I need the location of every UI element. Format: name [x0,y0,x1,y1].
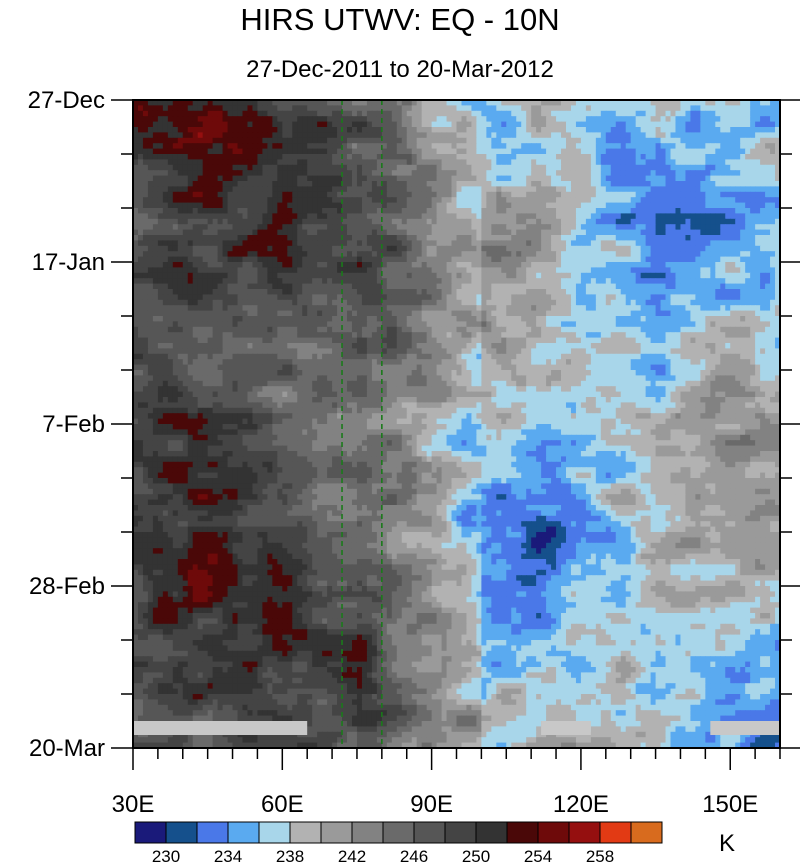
colorbar-swatch [507,822,538,843]
colorbar-label: 238 [276,847,304,863]
x-tick-label: 150E [702,791,758,818]
colorbar-label: 230 [152,847,180,863]
colorbar-swatch [476,822,507,843]
colorbar-swatch [290,822,321,843]
colorbar-swatch [383,822,414,843]
y-tick-label: 7-Feb [42,411,105,438]
y-tick-label: 20-Mar [29,735,105,762]
colorbar-swatch [414,822,445,843]
y-tick-label: 17-Jan [32,249,105,276]
colorbar-swatch [631,822,662,843]
colorbar-swatch [445,822,476,843]
contour-field [133,100,781,749]
x-axis: 30E 60E 90E 120E 150E [112,748,780,818]
colorbar-label: 258 [586,847,614,863]
colorbar-swatch [166,822,197,843]
colorbar-label: 242 [338,847,366,863]
x-tick-label: 90E [410,791,453,818]
x-tick-label: 60E [261,791,304,818]
colorbar-swatch [259,822,290,843]
colorbar-swatch [352,822,383,843]
missing-data-bar [133,721,307,735]
y-tick-label: 28-Feb [29,573,105,600]
missing-data-bar [541,721,591,735]
colorbar: 230 234 238 242 246 250 254 258 K [135,822,735,863]
colorbar-label: 234 [214,847,242,863]
colorbar-swatch [321,822,352,843]
colorbar-label: 254 [524,847,552,863]
y-tick-label: 27-Dec [28,87,105,114]
colorbar-swatch [228,822,259,843]
colorbar-swatch [135,822,166,843]
colorbar-units: K [719,830,735,857]
x-tick-label: 120E [553,791,609,818]
x-tick-label: 30E [112,791,155,818]
colorbar-swatch [600,822,631,843]
colorbar-swatch [569,822,600,843]
colorbar-label: 246 [400,847,428,863]
colorbar-swatch [538,822,569,843]
colorbar-swatch [197,822,228,843]
colorbar-label: 250 [462,847,490,863]
missing-data-bar [710,721,780,735]
